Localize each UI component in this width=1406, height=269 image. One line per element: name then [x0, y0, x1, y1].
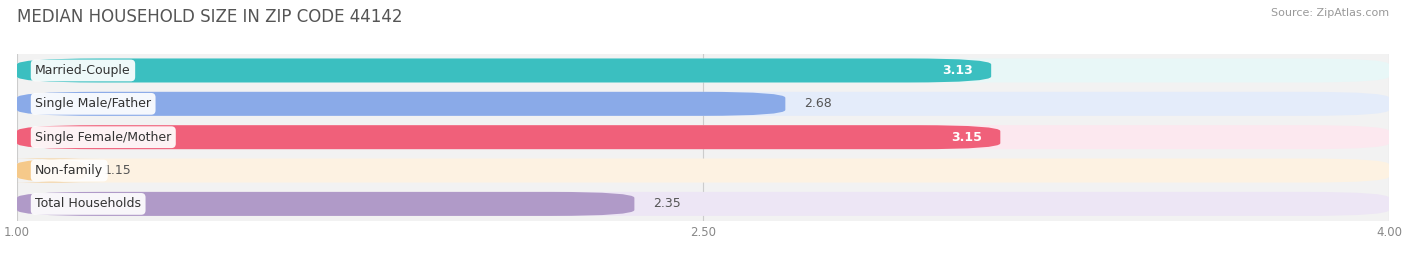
FancyBboxPatch shape — [17, 87, 1389, 121]
Text: MEDIAN HOUSEHOLD SIZE IN ZIP CODE 44142: MEDIAN HOUSEHOLD SIZE IN ZIP CODE 44142 — [17, 8, 402, 26]
FancyBboxPatch shape — [17, 92, 786, 116]
Text: 2.68: 2.68 — [804, 97, 831, 110]
FancyBboxPatch shape — [17, 58, 991, 83]
Text: 1.15: 1.15 — [104, 164, 132, 177]
FancyBboxPatch shape — [17, 158, 1389, 183]
Text: Single Female/Mother: Single Female/Mother — [35, 131, 172, 144]
FancyBboxPatch shape — [17, 192, 1389, 216]
FancyBboxPatch shape — [17, 125, 1000, 149]
Text: 2.35: 2.35 — [652, 197, 681, 210]
FancyBboxPatch shape — [17, 121, 1389, 154]
Text: Married-Couple: Married-Couple — [35, 64, 131, 77]
FancyBboxPatch shape — [17, 92, 1389, 116]
FancyBboxPatch shape — [17, 154, 1389, 187]
Text: Total Households: Total Households — [35, 197, 141, 210]
FancyBboxPatch shape — [17, 54, 1389, 87]
FancyBboxPatch shape — [3, 158, 100, 183]
FancyBboxPatch shape — [17, 125, 1389, 149]
Text: Single Male/Father: Single Male/Father — [35, 97, 152, 110]
Text: 3.15: 3.15 — [950, 131, 981, 144]
FancyBboxPatch shape — [17, 187, 1389, 221]
Text: Non-family: Non-family — [35, 164, 103, 177]
FancyBboxPatch shape — [17, 192, 634, 216]
Text: 3.13: 3.13 — [942, 64, 973, 77]
Text: Source: ZipAtlas.com: Source: ZipAtlas.com — [1271, 8, 1389, 18]
FancyBboxPatch shape — [17, 58, 1389, 83]
